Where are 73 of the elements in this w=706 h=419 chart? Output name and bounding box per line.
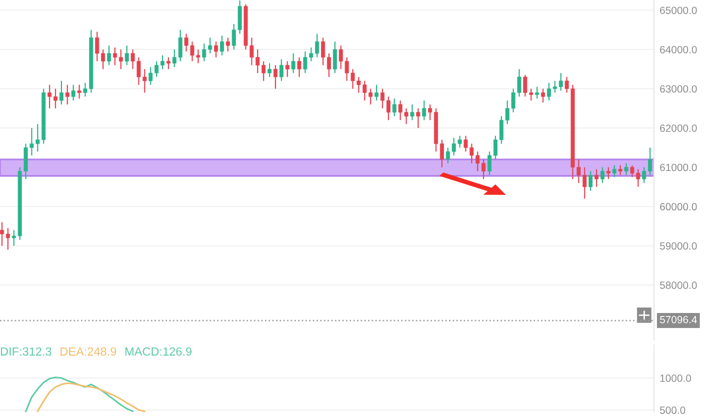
candlestick (422, 100, 426, 121)
candlestick (148, 66, 153, 86)
candlestick (154, 60, 159, 78)
candlestick (594, 168, 599, 188)
y-tick-label: 500.0 (660, 406, 686, 414)
y-tick-label: 59000.0 (660, 242, 697, 250)
candlestick (101, 48, 106, 70)
line-series (36, 382, 146, 412)
candlestick (624, 162, 628, 176)
candlestick (124, 44, 129, 66)
candlestick (488, 150, 492, 176)
candlestick (95, 31, 100, 62)
candlestick (297, 56, 302, 78)
candlestick (618, 164, 622, 176)
candlestick (262, 60, 266, 82)
candlestick (65, 84, 70, 105)
candlestick (226, 37, 230, 52)
candlestick (546, 82, 551, 102)
candlestick (273, 64, 278, 90)
candlestick (612, 164, 616, 178)
candlestick (600, 166, 604, 184)
candlestick (416, 108, 420, 129)
candlestick (321, 37, 326, 66)
candlestick (588, 170, 593, 192)
candlestick (606, 166, 610, 180)
candlestick (326, 52, 331, 78)
y-tick-label: 64000.0 (660, 46, 697, 54)
candlestick (291, 52, 296, 74)
text: DEA:248.9 (60, 347, 116, 356)
candlestick (166, 56, 170, 70)
y-tick-label: 1000.0 (660, 374, 692, 382)
candlestick (6, 228, 10, 250)
candlestick (482, 158, 486, 180)
candlestick (53, 88, 58, 109)
candlestick (279, 58, 284, 82)
candlestick (112, 46, 117, 66)
candlestick (118, 48, 123, 70)
candlestick (285, 60, 290, 78)
y-tick-label: 61000.0 (660, 164, 697, 172)
candlestick (440, 139, 444, 168)
candlestick (541, 88, 546, 104)
candlestick (220, 35, 224, 56)
candlestick (493, 135, 498, 160)
candlestick (386, 96, 390, 121)
y-tick-label: 65000.0 (660, 6, 697, 14)
candlestick (202, 43, 206, 62)
candlestick (160, 54, 165, 70)
candlestick (0, 222, 4, 246)
candlestick (380, 88, 384, 109)
series-label: DIF:312.3 (0, 347, 52, 356)
ref-line-label: 57096.4 (660, 316, 697, 324)
candlestick (107, 44, 111, 66)
candlestick (71, 84, 76, 102)
candlestick (648, 147, 652, 176)
candlestick (332, 41, 337, 74)
candlestick (59, 80, 64, 105)
y-tick-label: 62000.0 (660, 124, 697, 132)
y-tick-label: 63000.0 (660, 85, 697, 93)
candlestick (214, 41, 218, 58)
candlestick (48, 84, 52, 109)
candlestick (392, 98, 396, 117)
candlestick (642, 166, 646, 184)
candlestick (374, 84, 379, 102)
y-tick-label: 60000.0 (660, 203, 697, 210)
y-tick-label: 58000.0 (660, 282, 697, 289)
candlestick (268, 62, 272, 78)
candlestick (428, 104, 432, 121)
annotation: MACD:126.9 (125, 347, 192, 356)
candlestick (77, 84, 82, 100)
line-series (25, 376, 134, 412)
candlestick (208, 37, 212, 54)
candlestick (410, 104, 414, 121)
candlestick (535, 86, 540, 100)
